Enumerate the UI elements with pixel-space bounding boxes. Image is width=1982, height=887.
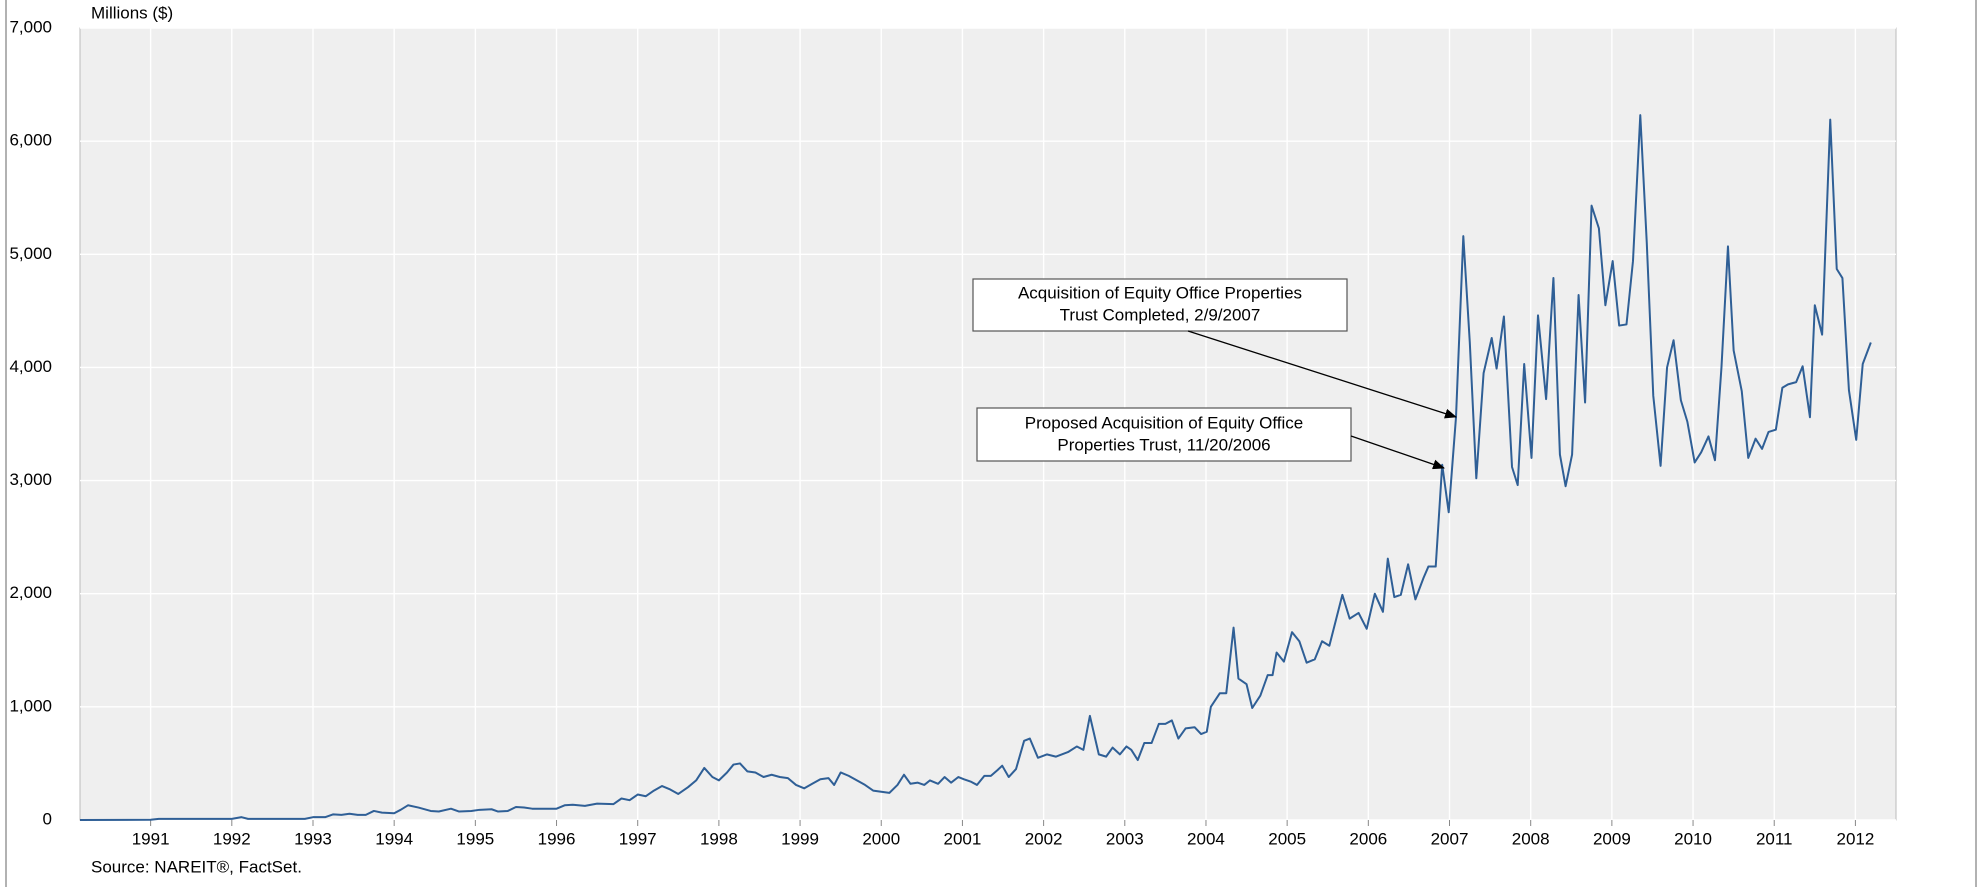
x-tick-label: 1995 xyxy=(456,829,494,848)
data-line xyxy=(79,114,1872,821)
x-tick-label: 2011 xyxy=(1756,829,1793,848)
y-tick-label: 1,000 xyxy=(9,696,52,715)
annotation-arrow xyxy=(1350,435,1445,470)
source-note: Source: NAREIT®, FactSet. xyxy=(91,857,302,876)
y-tick-label: 5,000 xyxy=(9,244,52,263)
y-tick-label: 3,000 xyxy=(9,470,52,489)
x-tick-label: 2009 xyxy=(1593,829,1631,848)
annotation-text: Trust Completed, 2/9/2007 xyxy=(1060,305,1261,324)
annotation-box xyxy=(972,278,1348,332)
x-tick-label: 1993 xyxy=(294,829,332,848)
annotation-text: Properties Trust, 11/20/2006 xyxy=(1057,435,1270,454)
x-tick-label: 2010 xyxy=(1674,829,1712,848)
y-axis-label: Millions ($) xyxy=(91,3,173,22)
x-tick-label: 1998 xyxy=(700,829,738,848)
x-tick-label: 2004 xyxy=(1187,829,1225,848)
marks xyxy=(79,114,1872,821)
y-tick-label: 7,000 xyxy=(9,17,52,36)
x-tick-label: 2000 xyxy=(862,829,900,848)
x-tick-label: 2002 xyxy=(1025,829,1063,848)
x-tick-label: 1999 xyxy=(781,829,819,848)
annotation: Acquisition of Equity Office Properties … xyxy=(972,278,1457,419)
x-tick-label: 2003 xyxy=(1106,829,1144,848)
x-tick-label: 2008 xyxy=(1512,829,1550,848)
y-tick-label: 4,000 xyxy=(9,357,52,376)
x-tick-label: 1994 xyxy=(375,829,413,848)
annotation: Proposed Acquisition of Equity Office Pr… xyxy=(976,407,1445,470)
annotation-box xyxy=(976,407,1352,462)
x-tick-label: 2007 xyxy=(1431,829,1469,848)
x-tick-label: 2005 xyxy=(1268,829,1306,848)
annotation-arrow xyxy=(1187,330,1457,419)
y-tick-label: 0 xyxy=(43,809,52,828)
y-tick-label: 6,000 xyxy=(9,131,52,150)
x-tick-label: 1996 xyxy=(538,829,576,848)
x-tick-label: 1992 xyxy=(213,829,251,848)
x-tick-label: 2012 xyxy=(1836,829,1874,848)
y-tick-label: 2,000 xyxy=(9,583,52,602)
x-tick-label: 2006 xyxy=(1349,829,1387,848)
x-tick-label: 1997 xyxy=(619,829,657,848)
labels: Millions ($) Source: NAREIT®, FactSet. 0… xyxy=(9,3,1874,876)
annotation-text: Proposed Acquisition of Equity Office xyxy=(1025,413,1303,432)
x-tick-label: 2001 xyxy=(944,829,982,848)
x-tick-label: 1991 xyxy=(132,829,170,848)
annotation-text: Acquisition of Equity Office Properties xyxy=(1018,283,1302,302)
